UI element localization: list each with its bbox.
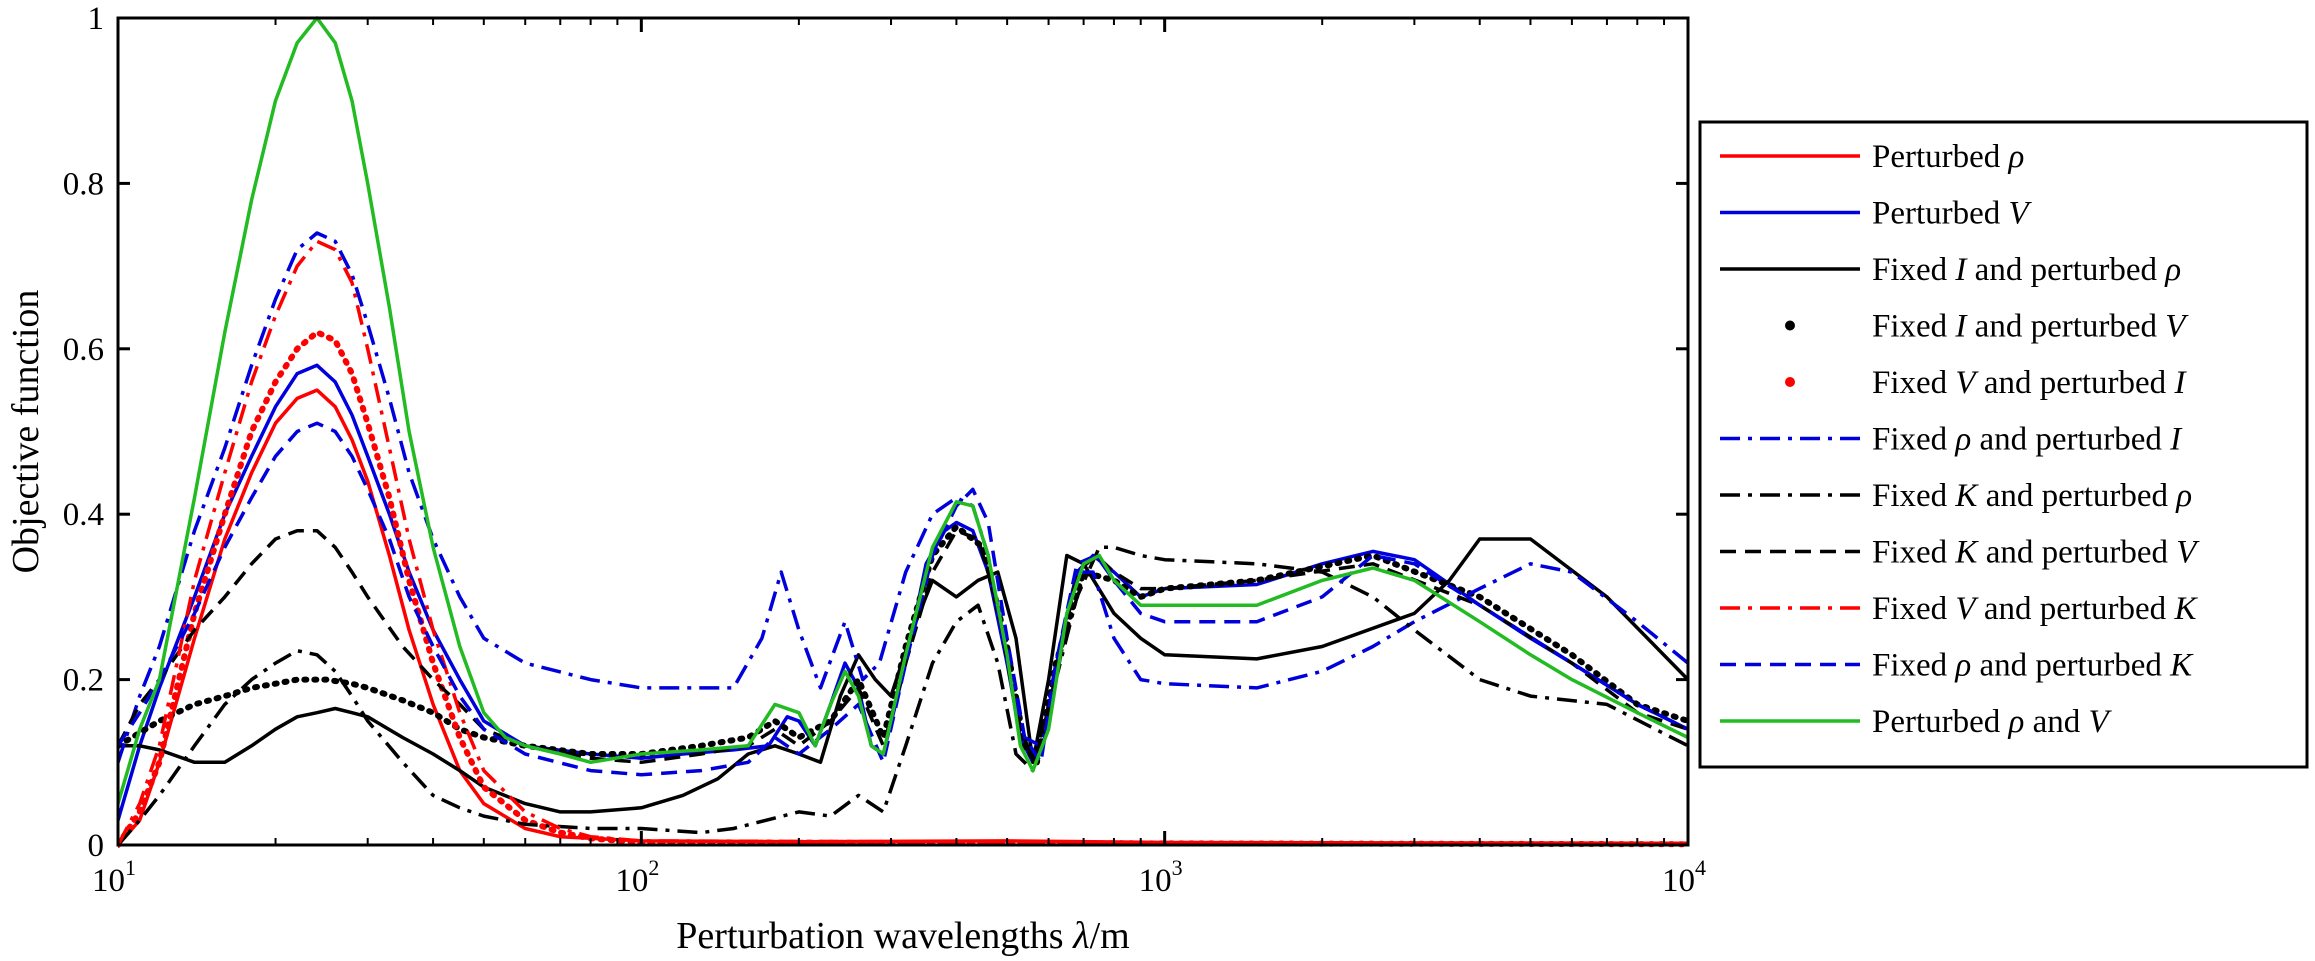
legend: Perturbed ρ Perturbed V Fixed I and pertur… bbox=[1698, 120, 2309, 769]
legend-entry: Fixed V and perturbed K bbox=[1720, 591, 2198, 627]
legend-entry: Perturbed ρ bbox=[1720, 139, 2024, 175]
legend-entry: Fixed K and perturbed V bbox=[1720, 535, 2200, 571]
legend-label: Perturbed ρ bbox=[1872, 139, 2024, 175]
legend-swatch bbox=[1785, 320, 1795, 331]
series-line-5 bbox=[118, 329, 1688, 848]
series-line-10 bbox=[118, 421, 1688, 777]
series-line-4 bbox=[118, 523, 1688, 766]
legend-entry: Fixed V and perturbed I bbox=[1785, 365, 2187, 401]
x-tick-label: 103 bbox=[1139, 855, 1183, 899]
y-tick-label: 0.4 bbox=[63, 497, 104, 533]
legend-label: Perturbed ρ and V bbox=[1872, 704, 2113, 740]
series-group bbox=[118, 16, 1688, 848]
plot-area bbox=[116, 16, 1690, 848]
legend-label: Perturbed V bbox=[1872, 196, 2033, 232]
legend-label: Fixed V and perturbed I bbox=[1872, 365, 2187, 401]
series-line-9 bbox=[118, 239, 1688, 846]
y-axis-title: Objective function bbox=[5, 290, 47, 574]
legend-swatch bbox=[1785, 377, 1795, 387]
y-tick-label: 0.2 bbox=[63, 663, 104, 699]
y-tick-label: 0.8 bbox=[63, 166, 104, 202]
y-tick-label: 0 bbox=[88, 828, 105, 864]
legend-label: Fixed I and perturbed ρ bbox=[1872, 252, 2181, 288]
legend-label: Fixed ρ and perturbed I bbox=[1872, 422, 2183, 458]
x-axis-title: Perturbation wavelengths λ/m bbox=[676, 915, 1129, 957]
series-line-11 bbox=[118, 16, 1688, 805]
axis-ticks: 0 0.2 0.4 0.6 0.8 1 101 102 103 104 bbox=[63, 1, 1706, 899]
legend-label: Fixed I and perturbed V bbox=[1872, 309, 2189, 345]
series-line-8 bbox=[118, 528, 1688, 765]
series-line-3 bbox=[118, 537, 1688, 814]
series-line-6 bbox=[118, 231, 1688, 763]
legend-entry: Fixed I and perturbed V bbox=[1785, 309, 2189, 345]
legend-entry: Perturbed ρ and V bbox=[1720, 704, 2113, 740]
legend-entry: Fixed ρ and perturbed I bbox=[1720, 422, 2183, 458]
y-tick-label: 1 bbox=[88, 1, 105, 37]
series-line-7 bbox=[118, 545, 1688, 847]
legend-entry: Fixed I and perturbed ρ bbox=[1720, 252, 2181, 288]
legend-label: Fixed V and perturbed K bbox=[1872, 591, 2198, 627]
legend-entry: Fixed K and perturbed ρ bbox=[1720, 478, 2192, 514]
legend-entry: Perturbed V bbox=[1720, 196, 2033, 232]
legend-label: Fixed ρ and perturbed K bbox=[1872, 648, 2194, 684]
x-tick-label: 104 bbox=[1662, 855, 1706, 899]
legend-label: Fixed K and perturbed ρ bbox=[1872, 478, 2192, 514]
y-tick-label: 0.6 bbox=[63, 332, 104, 368]
axis-titles: Objective function Perturbation wavelengt… bbox=[5, 290, 1130, 957]
x-tick-label: 101 bbox=[92, 855, 136, 899]
plot-frame bbox=[116, 16, 1690, 847]
x-tick-label: 102 bbox=[615, 855, 659, 899]
legend-box bbox=[1698, 120, 2309, 769]
legend-label: Fixed K and perturbed V bbox=[1872, 535, 2200, 571]
legend-entry: Fixed ρ and perturbed K bbox=[1720, 648, 2194, 684]
